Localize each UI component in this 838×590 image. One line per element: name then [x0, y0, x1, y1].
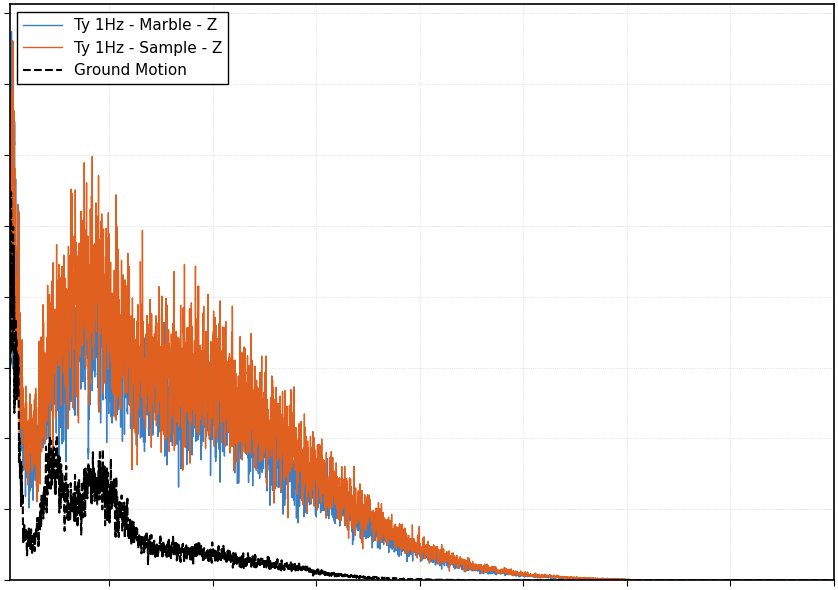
Ty 1Hz - Marble - Z [529, 573, 539, 581]
Ty 1Hz - Marble - Z [46, 396, 56, 403]
Ty 1Hz - Sample - Z [660, 576, 670, 584]
Ty 1Hz - Sample - Z [5, 276, 15, 283]
Ty 1Hz - Sample - Z [752, 576, 762, 584]
Line: Ground Motion: Ground Motion [10, 192, 834, 581]
Ty 1Hz - Marble - Z [711, 576, 722, 584]
Legend: Ty 1Hz - Marble - Z, Ty 1Hz - Sample - Z, Ground Motion: Ty 1Hz - Marble - Z, Ty 1Hz - Sample - Z… [18, 12, 229, 84]
Ty 1Hz - Marble - Z [829, 576, 838, 584]
Ty 1Hz - Marble - Z [5, 299, 15, 306]
Ty 1Hz - Sample - Z [303, 445, 313, 452]
Line: Ty 1Hz - Sample - Z: Ty 1Hz - Sample - Z [10, 41, 834, 580]
Ground Motion [303, 565, 313, 572]
Ty 1Hz - Sample - Z [829, 576, 838, 584]
Ty 1Hz - Marble - Z [7, 28, 17, 35]
Line: Ty 1Hz - Marble - Z: Ty 1Hz - Marble - Z [10, 32, 834, 580]
Ground Motion [529, 576, 539, 584]
Ground Motion [829, 577, 838, 584]
Ty 1Hz - Sample - Z [493, 568, 503, 575]
Ground Motion [493, 576, 503, 584]
Ground Motion [46, 454, 56, 461]
Ty 1Hz - Sample - Z [616, 576, 626, 583]
Ty 1Hz - Marble - Z [303, 467, 313, 474]
Ground Motion [6, 189, 16, 196]
Ground Motion [814, 577, 824, 584]
Ty 1Hz - Sample - Z [8, 37, 18, 44]
Ty 1Hz - Marble - Z [616, 576, 626, 583]
Ty 1Hz - Marble - Z [493, 569, 503, 576]
Ty 1Hz - Marble - Z [660, 576, 670, 584]
Ground Motion [616, 577, 626, 584]
Ground Motion [5, 381, 15, 388]
Ty 1Hz - Sample - Z [46, 344, 56, 351]
Ground Motion [660, 577, 670, 584]
Ty 1Hz - Sample - Z [529, 572, 539, 579]
